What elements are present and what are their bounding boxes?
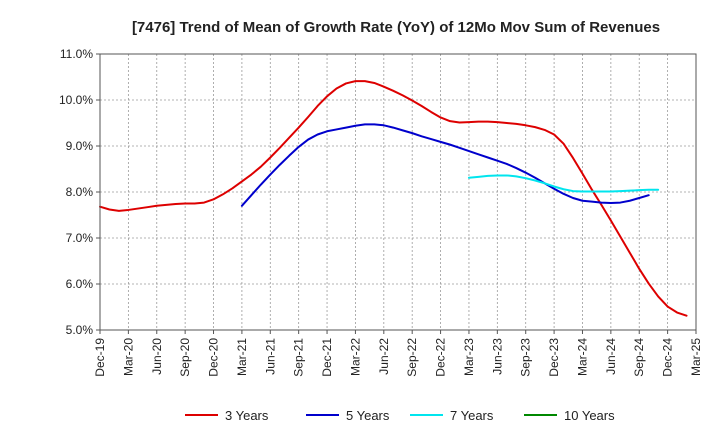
legend-label: 5 Years	[346, 408, 390, 423]
x-tick-label: Dec-19	[93, 338, 107, 377]
series-line-7-years	[467, 174, 660, 193]
x-tick-label: Sep-24	[632, 338, 646, 377]
x-tick-label: Jun-23	[490, 338, 504, 375]
x-tick-label: Mar-25	[689, 338, 703, 376]
x-tick-label: Dec-23	[547, 338, 561, 377]
x-axis-ticks: Dec-19 Mar-20 Jun-20 Sep-20 Dec-20 Mar-21 Jun-…	[93, 330, 703, 377]
x-tick-label: Jun-21	[263, 338, 277, 375]
x-tick-label: Dec-24	[661, 338, 675, 377]
x-tick-label: Sep-23	[519, 338, 533, 377]
legend-label: 10 Years	[564, 408, 615, 423]
x-tick-label: Sep-20	[178, 338, 192, 377]
x-tick-label: Dec-22	[434, 338, 448, 377]
legend: 3 Years 5 Years 7 Years 10 Years	[185, 408, 615, 423]
y-tick-label: 8.0%	[66, 185, 94, 199]
x-tick-label: Mar-23	[462, 338, 476, 376]
x-tick-label: Mar-20	[121, 338, 135, 376]
y-tick-label: 7.0%	[66, 231, 94, 245]
series-lines	[99, 80, 688, 317]
x-tick-label: Mar-21	[235, 338, 249, 376]
chart-title: [7476] Trend of Mean of Growth Rate (YoY…	[132, 19, 660, 36]
y-axis-ticks: 5.0% 6.0% 7.0% 8.0% 9.0% 10.0% 11.0%	[59, 47, 100, 337]
x-tick-label: Sep-22	[405, 338, 419, 377]
y-tick-label: 11.0%	[60, 47, 93, 61]
x-tick-label: Dec-20	[207, 338, 221, 377]
series-line-3-years	[99, 80, 688, 317]
x-tick-label: Mar-24	[575, 338, 589, 376]
y-tick-label: 10.0%	[59, 93, 93, 107]
x-tick-label: Dec-21	[320, 338, 334, 377]
x-tick-label: Sep-21	[292, 338, 306, 377]
legend-label: 7 Years	[450, 408, 494, 423]
x-tick-label: Jun-20	[150, 338, 164, 375]
y-tick-label: 5.0%	[66, 323, 94, 337]
x-tick-label: Jun-24	[604, 338, 618, 375]
x-tick-label: Mar-22	[348, 338, 362, 376]
x-tick-label: Jun-22	[377, 338, 391, 375]
y-tick-label: 9.0%	[66, 139, 94, 153]
series-line-5-years	[240, 123, 650, 207]
y-tick-label: 6.0%	[66, 277, 94, 291]
legend-label: 3 Years	[225, 408, 269, 423]
grid-lines	[100, 54, 696, 330]
